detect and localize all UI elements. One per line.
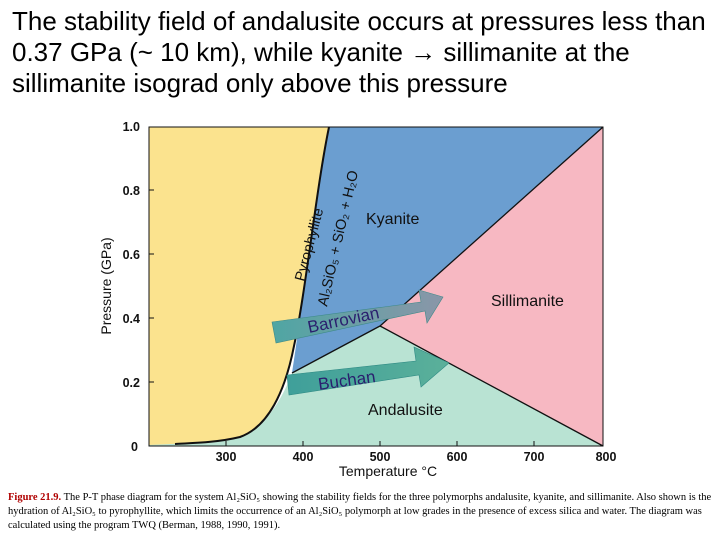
pyrophyllite-boundary: [174, 126, 330, 445]
kyanite-label: Kyanite: [366, 211, 419, 228]
x-tick-label: 400: [293, 450, 314, 464]
x-tick-label: 600: [447, 450, 468, 464]
andalusite-sillimanite-boundary: [379, 325, 604, 447]
y-tick-label: 0.8: [123, 184, 140, 198]
sillimanite-field: [380, 127, 603, 446]
andalusite-field: [149, 326, 603, 446]
pyrophyllite-field: [149, 127, 329, 446]
y-tick-label: 0: [131, 440, 138, 454]
y-tick-label: 0.4: [123, 312, 140, 326]
x-tick-label: 700: [524, 450, 545, 464]
barrovian-arrow: [271, 289, 444, 344]
x-tick-label: 800: [596, 450, 617, 464]
x-axis-title: Temperature °C: [339, 463, 437, 479]
slide-title: The stability field of andalusite occurs…: [12, 6, 706, 98]
caption-text: The P-T phase diagram for the system Al₂…: [8, 492, 712, 531]
y-tick-label: 0.6: [123, 248, 140, 262]
x-tick-label: 500: [370, 450, 391, 464]
plot-frame: [148, 126, 604, 447]
y-axis: [149, 189, 154, 383]
buchan-arrow: [286, 346, 450, 396]
kyanite-sillimanite-boundary: [379, 126, 604, 327]
sillimanite-label: Sillimanite: [491, 293, 564, 310]
kyanite-andalusite-boundary: [291, 325, 381, 374]
figure-caption: Figure 21.9. The P-T phase diagram for t…: [8, 491, 714, 533]
phase-diagram: 300 400 500 600 700 800 Temperature °C 0…: [98, 120, 617, 479]
y-tick-label: 0.2: [123, 376, 140, 390]
y-tick-label: 1.0: [123, 120, 140, 134]
x-tick-label: 300: [216, 450, 237, 464]
figure-label: Figure 21.9.: [8, 492, 62, 503]
andalusite-label: Andalusite: [368, 402, 443, 419]
x-axis: [225, 441, 604, 446]
y-axis-title: Pressure (GPa): [98, 237, 114, 334]
